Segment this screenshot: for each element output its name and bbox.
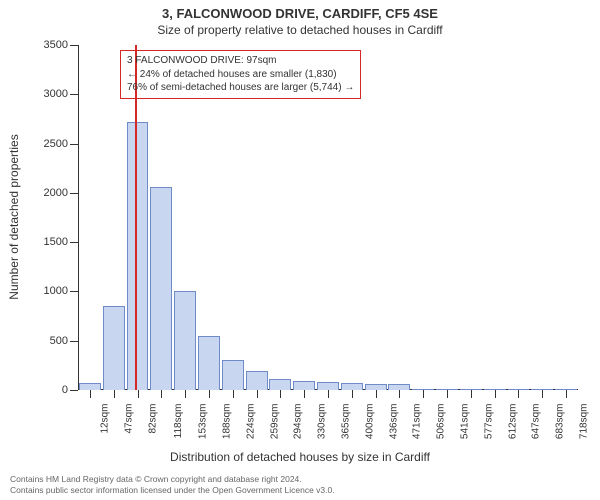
histogram-bar: [79, 383, 101, 390]
histogram-bar: [246, 371, 268, 390]
x-tick: [257, 390, 258, 398]
x-tick-label: 224sqm: [245, 404, 256, 440]
x-tick-label: 330sqm: [316, 404, 327, 440]
y-axis-label: Number of detached properties: [7, 134, 21, 299]
annotation-line: ← 24% of detached houses are smaller (1,…: [127, 68, 354, 82]
x-tick: [328, 390, 329, 398]
histogram-bar: [317, 382, 339, 390]
x-tick: [114, 390, 115, 398]
chart-title: 3, FALCONWOOD DRIVE, CARDIFF, CF5 4SE: [0, 6, 600, 21]
x-tick-label: 436sqm: [388, 404, 399, 440]
x-tick: [518, 390, 519, 398]
x-tick: [138, 390, 139, 398]
y-tick-label: 0: [62, 384, 68, 396]
x-tick: [185, 390, 186, 398]
histogram-bar: [150, 187, 172, 390]
x-tick: [399, 390, 400, 398]
y-tick: [70, 144, 78, 145]
y-tick-label: 2000: [44, 187, 68, 199]
x-tick-label: 188sqm: [221, 404, 232, 440]
annotation-line: 3 FALCONWOOD DRIVE: 97sqm: [127, 54, 354, 68]
x-tick: [233, 390, 234, 398]
annotation-line: 76% of semi-detached houses are larger (…: [127, 81, 354, 95]
x-tick-label: 365sqm: [340, 404, 351, 440]
x-tick-label: 506sqm: [436, 404, 447, 440]
x-tick-label: 541sqm: [459, 404, 470, 440]
histogram-bar: [269, 379, 291, 390]
x-tick: [566, 390, 567, 398]
x-tick: [352, 390, 353, 398]
x-tick-label: 259sqm: [269, 404, 280, 440]
y-axis-line: [78, 45, 79, 390]
x-tick-label: 47sqm: [123, 404, 134, 434]
histogram-bar: [341, 383, 363, 390]
histogram-bar: [174, 291, 196, 390]
histogram-bar: [293, 381, 315, 390]
y-tick: [70, 45, 78, 46]
histogram-bar: [222, 360, 244, 390]
x-tick-label: 471sqm: [412, 404, 423, 440]
x-tick-label: 718sqm: [578, 404, 589, 440]
x-tick-label: 647sqm: [531, 404, 542, 440]
x-tick: [447, 390, 448, 398]
y-tick-label: 1000: [44, 285, 68, 297]
x-tick: [161, 390, 162, 398]
y-tick: [70, 341, 78, 342]
x-tick: [423, 390, 424, 398]
y-tick-label: 3500: [44, 39, 68, 51]
histogram-bar: [103, 306, 125, 390]
footer-attribution: Contains HM Land Registry data © Crown c…: [10, 474, 335, 496]
x-axis-label: Distribution of detached houses by size …: [0, 450, 600, 464]
x-tick-label: 294sqm: [293, 404, 304, 440]
x-tick-label: 153sqm: [197, 404, 208, 440]
y-tick: [70, 242, 78, 243]
chart-container: 3, FALCONWOOD DRIVE, CARDIFF, CF5 4SE Si…: [0, 0, 600, 500]
x-tick: [280, 390, 281, 398]
histogram-bar: [127, 122, 149, 390]
y-tick-label: 2500: [44, 138, 68, 150]
x-tick: [209, 390, 210, 398]
annotation-box: 3 FALCONWOOD DRIVE: 97sqm ← 24% of detac…: [120, 50, 361, 99]
y-tick-label: 1500: [44, 236, 68, 248]
y-tick: [70, 193, 78, 194]
footer-line: Contains HM Land Registry data © Crown c…: [10, 474, 335, 485]
histogram-bar: [198, 336, 220, 390]
x-tick-label: 12sqm: [99, 404, 110, 434]
x-tick: [495, 390, 496, 398]
x-tick-label: 118sqm: [173, 404, 184, 439]
x-tick-label: 577sqm: [483, 404, 494, 440]
x-tick-label: 683sqm: [555, 404, 566, 440]
footer-line: Contains public sector information licen…: [10, 485, 335, 496]
x-tick: [471, 390, 472, 398]
y-tick: [70, 94, 78, 95]
x-tick-label: 612sqm: [507, 404, 518, 440]
x-tick: [304, 390, 305, 398]
y-tick: [70, 291, 78, 292]
y-tick-label: 500: [50, 335, 68, 347]
x-tick: [376, 390, 377, 398]
y-tick: [70, 390, 78, 391]
x-tick-label: 400sqm: [364, 404, 375, 440]
chart-subtitle: Size of property relative to detached ho…: [0, 23, 600, 37]
x-tick: [542, 390, 543, 398]
x-tick: [90, 390, 91, 398]
y-tick-label: 3000: [44, 88, 68, 100]
x-tick-label: 82sqm: [147, 404, 158, 434]
